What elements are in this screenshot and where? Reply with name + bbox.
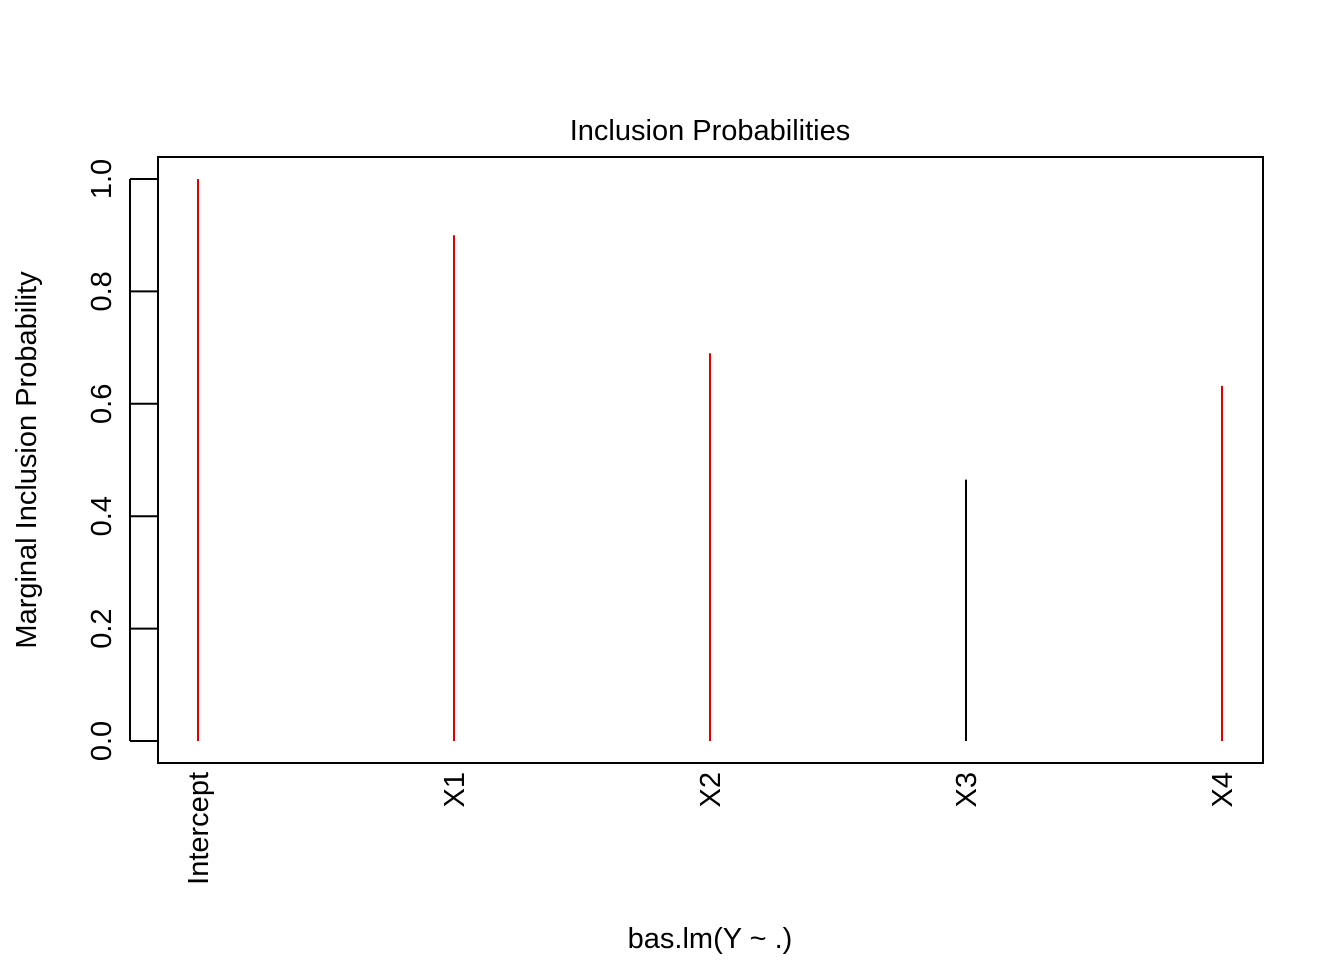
x-axis: Intercept X1 X2 X3 X4 xyxy=(183,772,1239,885)
x-tick-label: X1 xyxy=(439,772,471,807)
y-tick-label: 0.8 xyxy=(86,271,118,311)
y-tick-label: 0.6 xyxy=(86,384,118,424)
y-axis-label: Marginal Inclusion Probability xyxy=(11,271,43,649)
x-tick-label: Intercept xyxy=(183,772,215,885)
x-tick-label: X3 xyxy=(951,772,983,807)
y-axis: 0.0 0.2 0.4 0.6 0.8 1.0 xyxy=(86,159,158,761)
bar-series xyxy=(197,179,1223,741)
y-tick-label: 0.2 xyxy=(86,608,118,648)
plot-frame xyxy=(157,156,1264,764)
x-tick-label: X2 xyxy=(695,772,727,807)
chart-title: Inclusion Probabilities xyxy=(570,115,850,147)
x-axis-label: bas.lm(Y ~ .) xyxy=(628,923,793,955)
y-tick-label: 0.4 xyxy=(86,496,118,536)
y-tick-label: 0.0 xyxy=(86,721,118,761)
y-tick-label: 1.0 xyxy=(86,159,118,199)
x-tick-label: X4 xyxy=(1207,772,1239,807)
